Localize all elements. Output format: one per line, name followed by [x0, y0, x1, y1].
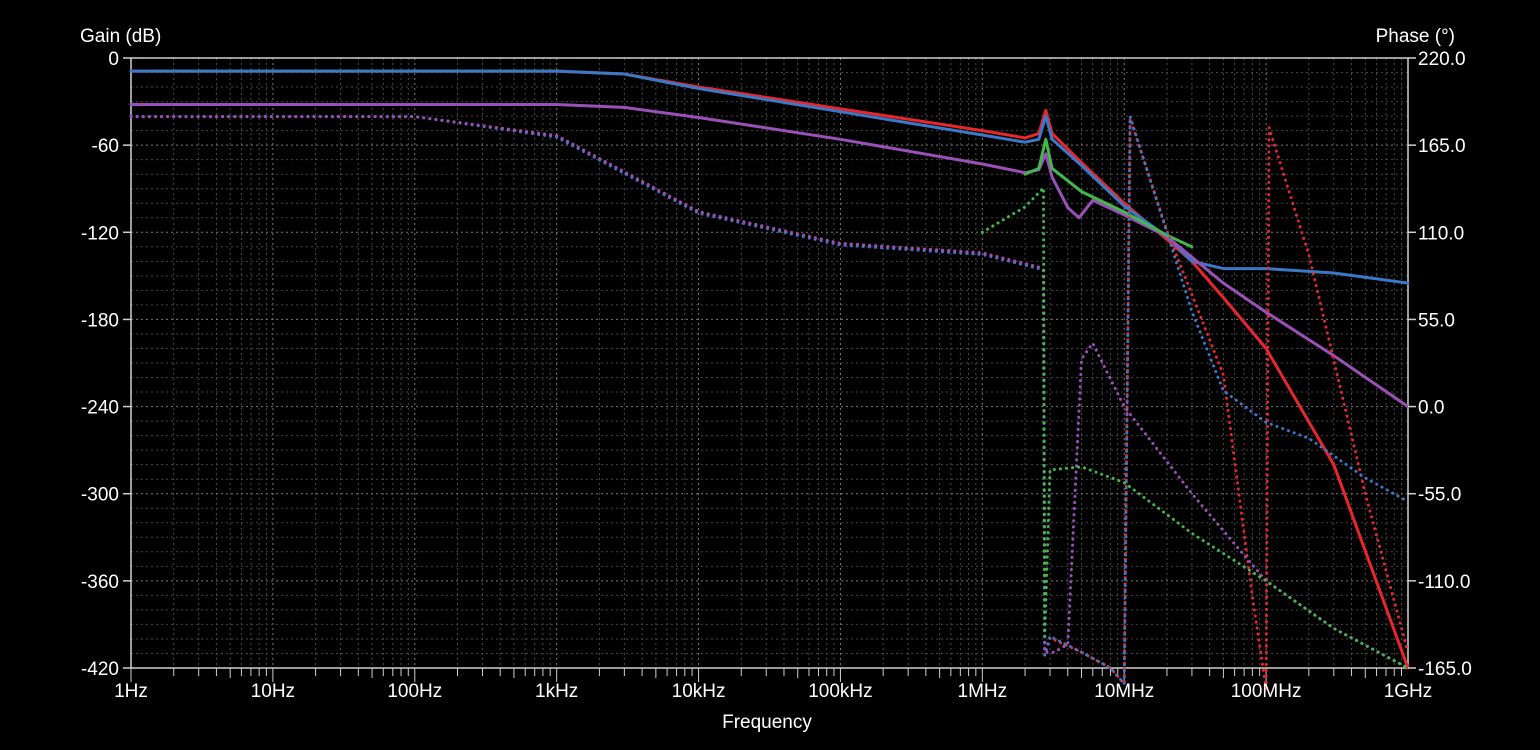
y-left-tick-label: -300: [81, 485, 119, 506]
y-right-tick-label: 55.0: [1418, 310, 1455, 331]
x-tick-label: 10Hz: [251, 681, 295, 702]
gain-curve-2: [129, 69, 1410, 285]
gain-curve-3: [129, 103, 1410, 409]
y-right-tick-label: 0.0: [1418, 398, 1444, 419]
gain-curve-1: [129, 69, 1410, 670]
x-tick-label: 10MHz: [1094, 681, 1154, 702]
y-left-tick-label: 0: [108, 49, 119, 70]
x-tick-label: 100Hz: [387, 681, 442, 702]
phase-curve-6: [129, 115, 1410, 686]
y-right-tick-label: 110.0: [1418, 223, 1464, 244]
phase-curve-5: [129, 115, 1410, 691]
y-axis-right-title: Phase (°): [1376, 26, 1455, 47]
y-left-tick-label: -120: [81, 223, 119, 244]
y-left-tick-label: -420: [81, 659, 119, 680]
y-left-tick-label: -240: [81, 398, 119, 419]
gain-curve-4: [1023, 137, 1194, 249]
grid: [130, 57, 1408, 669]
phase-curve-7: [129, 115, 1410, 670]
y-left-tick-label: -360: [81, 572, 119, 593]
series-layer: [129, 69, 1410, 691]
y-axis-right-labels: 220.0 165.0 110.0 55.0 0.0 -55.0 -110.0 -165.0: [1408, 49, 1472, 680]
y-right-tick-label: -110.0: [1418, 572, 1470, 593]
phase-curve-8: [980, 186, 1410, 670]
plot-frame: [130, 57, 1409, 669]
x-axis-title: Frequency: [722, 712, 812, 733]
x-tick-label: 100MHz: [1231, 681, 1302, 702]
x-axis-tick-marks: [130, 668, 1403, 682]
y-right-tick-label: -55.0: [1418, 485, 1461, 506]
x-tick-label: 10kHz: [672, 681, 726, 702]
y-right-tick-label: 165.0: [1418, 136, 1466, 157]
x-tick-label: 100kHz: [808, 681, 872, 702]
y-axis-left-labels: 0 -60 -120 -180 -240 -300 -360 -420: [81, 49, 131, 680]
x-tick-label: 1MHz: [958, 681, 1008, 702]
x-tick-label: 1kHz: [535, 681, 578, 702]
x-tick-label: 1Hz: [114, 681, 148, 702]
y-left-tick-label: -60: [92, 136, 119, 157]
y-right-tick-label: -165.0: [1418, 659, 1472, 680]
x-axis-labels: 1Hz 10Hz 100Hz 1kHz 10kHz 100kHz 1MHz 10MHz 100M…: [114, 681, 1432, 702]
y-axis-left-title: Gain (dB): [80, 26, 161, 47]
y-right-tick-label: 220.0: [1418, 49, 1466, 70]
y-left-tick-label: -180: [81, 310, 119, 331]
x-tick-label: 1GHz: [1384, 681, 1433, 702]
